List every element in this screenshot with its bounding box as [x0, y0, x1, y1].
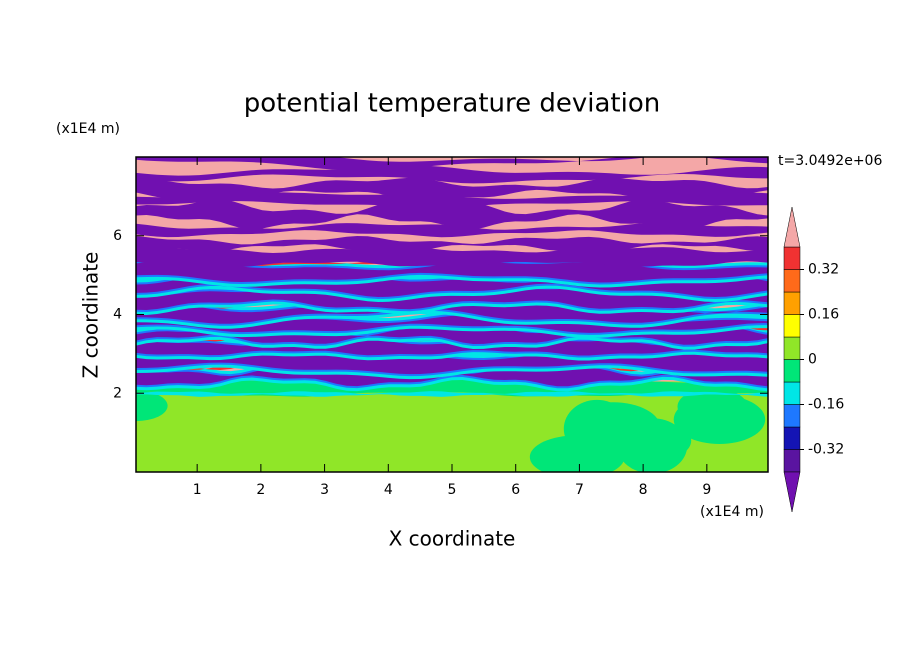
x-axis-label: X coordinate — [389, 527, 516, 551]
colorbar-extension — [783, 206, 801, 248]
y-axis-label: Z coordinate — [79, 252, 103, 379]
contour-band — [136, 324, 768, 345]
colorbar-box — [783, 314, 801, 338]
colorbar-extension — [783, 471, 801, 513]
colorbar-box — [783, 336, 801, 360]
y-tick-label: 6 — [113, 228, 122, 244]
chart-title: potential temperature deviation — [244, 89, 660, 119]
x-tick-label: 6 — [511, 482, 520, 498]
colorbar-tick-label: -0.32 — [808, 442, 844, 458]
contour-band — [136, 260, 768, 283]
colorbar-tick-label: -0.16 — [808, 397, 844, 413]
y-unit: (x1E4 m) — [56, 121, 120, 137]
contour-blob — [529, 435, 625, 472]
contour-band — [136, 246, 768, 268]
x-tick-label: 5 — [448, 482, 457, 498]
contour-band — [136, 176, 768, 201]
colorbar-box — [783, 269, 801, 293]
colorbar-tick-label: 0.32 — [808, 262, 839, 278]
x-tick-label: 7 — [575, 482, 584, 498]
contour-band — [136, 165, 768, 184]
x-unit: (x1E4 m) — [700, 504, 764, 520]
contour-band — [136, 222, 768, 238]
contour-blob — [638, 423, 692, 459]
contour-band — [136, 199, 768, 230]
colorbar-box — [783, 381, 801, 405]
contour-blob — [677, 388, 748, 425]
contour-band — [136, 236, 768, 252]
colorbar-box — [783, 449, 801, 473]
contour-band — [136, 391, 768, 397]
x-tick-label: 8 — [639, 482, 648, 498]
x-tick-label: 4 — [384, 482, 393, 498]
x-tick-label: 1 — [193, 482, 202, 498]
colorbar-box — [783, 426, 801, 450]
x-tick-label: 3 — [320, 482, 329, 498]
contour-blob — [136, 390, 168, 422]
colorbar-tick-label: 0.16 — [808, 307, 839, 323]
contour-field — [136, 157, 768, 472]
y-tick-label: 2 — [113, 385, 122, 401]
colorbar-box — [783, 246, 801, 270]
x-tick-label: 2 — [256, 482, 265, 498]
y-tick-label: 4 — [113, 307, 122, 323]
colorbar-box — [783, 404, 801, 428]
colorbar-box — [783, 359, 801, 383]
x-tick-label: 9 — [702, 482, 711, 498]
colorbar-box — [783, 291, 801, 315]
time-annotation: t=3.0492e+06 — [778, 153, 882, 169]
colorbar-tick-label: 0 — [808, 352, 817, 368]
contour-band — [136, 192, 768, 208]
